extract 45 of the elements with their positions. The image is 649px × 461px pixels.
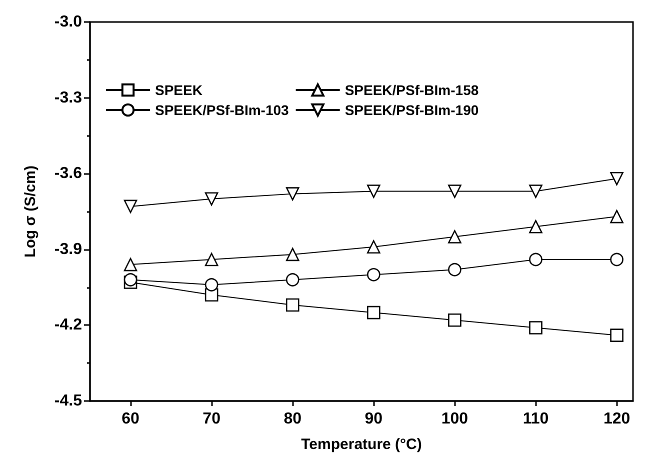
point [448,313,462,327]
x-tick-label: 120 [603,410,630,428]
y-tick-label: -3.9 [54,240,82,258]
point [448,184,462,198]
legend-label: SPEEK/PSf-BIm-190 [344,102,479,118]
x-tick-label: 100 [441,410,468,428]
legend-label: SPEEK [155,82,202,98]
point [529,252,542,266]
point [286,273,300,286]
point [124,273,138,286]
y-tick-label: -3.0 [54,14,82,30]
point [367,240,380,254]
point [448,230,462,244]
x-tick-label: 80 [284,410,302,428]
point [610,172,624,186]
y-tick-label: -3.3 [54,89,82,106]
point [286,248,300,262]
legend-label: SPEEK/PSf-BIm-158 [344,82,479,98]
point [367,184,380,198]
point [204,192,218,206]
point [529,321,542,334]
point [367,306,380,320]
point [610,252,624,266]
point [124,258,138,272]
point [367,268,380,282]
point [448,262,462,276]
point [124,200,138,214]
y-tick-label: -4.5 [54,392,82,410]
x-tick-label: 110 [522,410,549,428]
point [204,278,218,292]
point [204,252,218,266]
x-axis-title: Temperature (°C) [301,436,422,453]
x-tick-label: 90 [364,410,383,428]
point [286,187,300,200]
x-tick-label: 60 [122,410,140,428]
point [529,184,542,198]
y-axis-title: Log σ (S/cm) [22,166,39,258]
y-tick-label: -3.6 [54,165,82,182]
x-tick-label: 70 [202,410,221,428]
point [529,220,542,234]
point [610,210,624,224]
legend-label: SPEEK/PSf-BIm-103 [155,102,290,118]
point [610,328,624,342]
y-tick-label: -4.2 [54,316,82,334]
point [286,298,300,312]
